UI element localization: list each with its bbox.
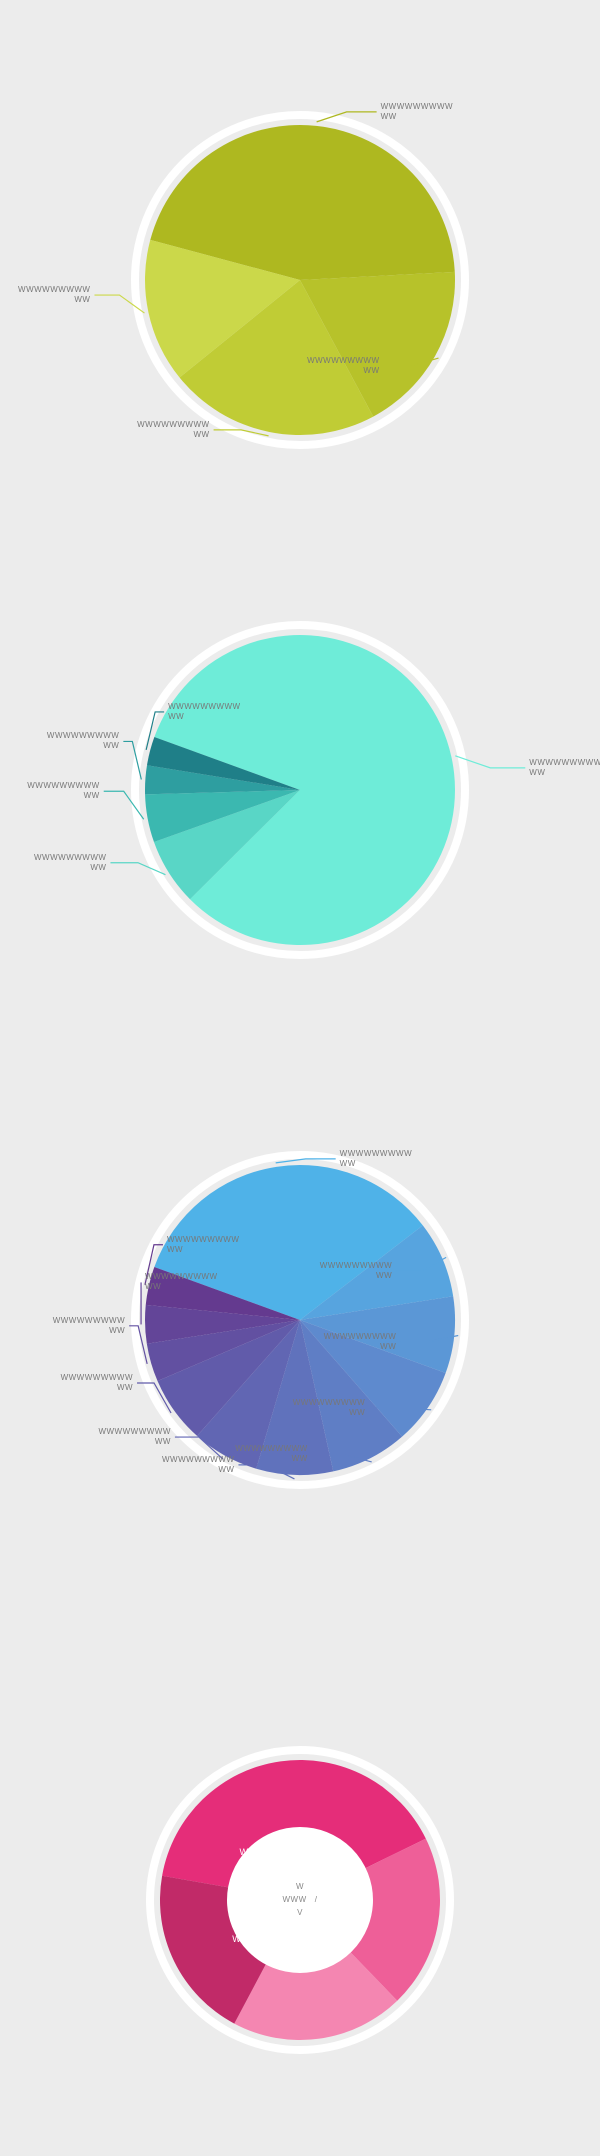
donut-slice-label: WWW — [232, 1934, 258, 1944]
pie-chart: WWWWWWWWW WWWWWWWWWWW WWWWWWWWWWW WWWWWW… — [0, 1040, 600, 1600]
donut-slice-label: WW — [350, 1912, 367, 1922]
pie-chart: WWWWWWWWW WWWWWWWWWWW WWWWWWWWWWW WWWWWW… — [0, 0, 600, 520]
donut-center-label: W WWW / V — [282, 1881, 317, 1919]
donut-chart: WWWWWWWW WWW / V — [0, 1600, 600, 2100]
pie-chart: WWWWWWWWW WWWWWWWWWWW WWWWWWWWWWW WWWWWW… — [0, 520, 600, 1040]
donut-slice-label: WW — [240, 1847, 257, 1857]
